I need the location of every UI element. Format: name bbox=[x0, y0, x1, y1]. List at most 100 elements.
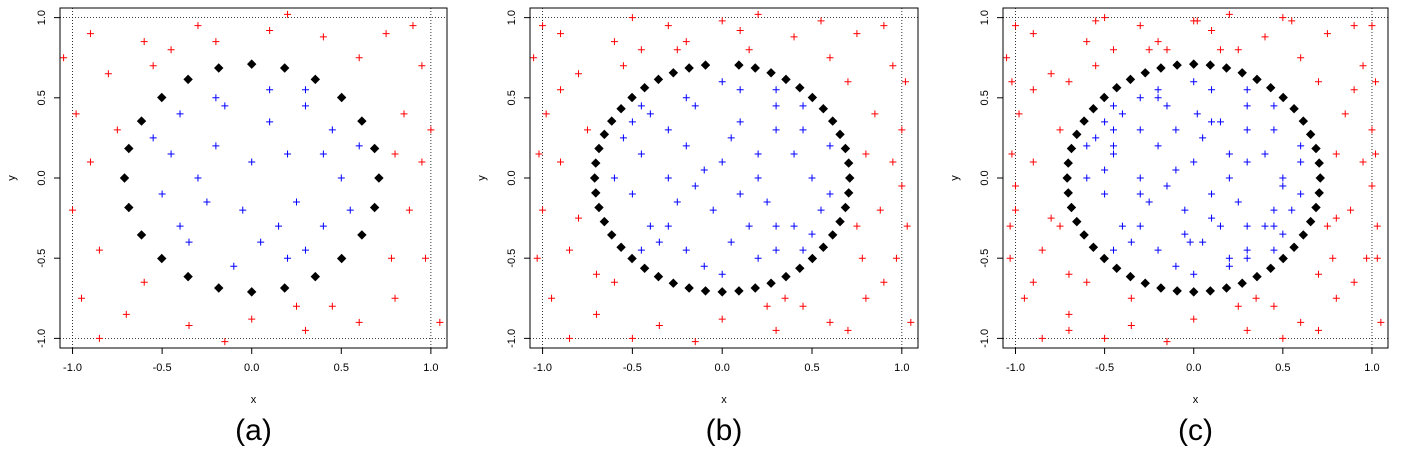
point bbox=[422, 254, 429, 262]
point bbox=[542, 110, 550, 118]
point bbox=[876, 206, 884, 214]
caption: (c) bbox=[1178, 414, 1213, 447]
point bbox=[557, 30, 565, 38]
point bbox=[1199, 134, 1207, 142]
point bbox=[124, 143, 134, 154]
point bbox=[382, 30, 390, 38]
point bbox=[336, 253, 347, 264]
point bbox=[557, 86, 565, 94]
point bbox=[1062, 173, 1072, 183]
x-tick-label: -1.0 bbox=[533, 362, 552, 374]
point bbox=[183, 271, 193, 282]
point bbox=[637, 102, 645, 110]
point bbox=[266, 86, 274, 94]
x-tick-label: -0.5 bbox=[623, 362, 642, 374]
x-axis-label: x bbox=[1193, 394, 1199, 406]
point bbox=[1237, 68, 1247, 78]
point bbox=[369, 143, 380, 154]
point bbox=[566, 334, 574, 342]
point bbox=[668, 278, 679, 288]
point bbox=[1199, 238, 1207, 246]
point bbox=[1029, 158, 1037, 166]
point bbox=[790, 150, 798, 158]
point bbox=[1190, 78, 1198, 86]
point bbox=[1029, 86, 1037, 94]
point bbox=[1083, 38, 1091, 46]
point bbox=[239, 206, 247, 214]
point bbox=[104, 70, 112, 78]
x-tick-label: 0.0 bbox=[1186, 362, 1201, 374]
y-tick-label: -0.5 bbox=[979, 249, 991, 268]
point bbox=[1332, 150, 1340, 158]
point bbox=[843, 158, 854, 168]
point bbox=[1181, 230, 1189, 238]
point bbox=[826, 54, 834, 62]
point bbox=[1136, 222, 1144, 230]
point bbox=[1065, 78, 1073, 86]
point bbox=[1243, 222, 1251, 230]
point bbox=[1065, 310, 1073, 318]
point bbox=[539, 206, 547, 214]
point bbox=[539, 22, 547, 30]
point bbox=[766, 68, 776, 78]
point bbox=[1297, 318, 1305, 326]
point bbox=[60, 54, 68, 62]
point bbox=[1266, 83, 1276, 93]
point bbox=[616, 104, 626, 114]
x-tick-label: -0.5 bbox=[153, 362, 172, 374]
point bbox=[1029, 30, 1037, 38]
point bbox=[1225, 262, 1233, 270]
point bbox=[1329, 254, 1337, 262]
point bbox=[1101, 14, 1109, 22]
point bbox=[1225, 254, 1233, 262]
point bbox=[1063, 158, 1073, 168]
point bbox=[86, 158, 94, 166]
point bbox=[1243, 102, 1251, 110]
y-tick-label: 1.0 bbox=[506, 10, 518, 25]
point bbox=[599, 216, 610, 227]
point bbox=[653, 271, 664, 282]
point bbox=[734, 60, 744, 70]
point bbox=[140, 278, 148, 286]
point bbox=[1110, 246, 1118, 254]
point bbox=[1079, 230, 1089, 240]
point bbox=[301, 86, 309, 94]
point bbox=[1216, 222, 1224, 230]
point bbox=[167, 46, 175, 54]
y-axis-label: y bbox=[6, 175, 18, 181]
point bbox=[655, 322, 663, 330]
point bbox=[1029, 278, 1037, 286]
point bbox=[889, 158, 897, 166]
point bbox=[827, 116, 838, 126]
point bbox=[610, 174, 618, 182]
point bbox=[1314, 270, 1322, 278]
point bbox=[664, 222, 672, 230]
point bbox=[328, 302, 336, 310]
point bbox=[880, 22, 888, 30]
point bbox=[391, 294, 399, 302]
point bbox=[727, 134, 735, 142]
point bbox=[818, 104, 829, 114]
point bbox=[826, 190, 834, 198]
point bbox=[682, 38, 690, 46]
point bbox=[1154, 94, 1162, 102]
point bbox=[781, 271, 791, 282]
point bbox=[1092, 134, 1100, 142]
point bbox=[124, 202, 134, 213]
point bbox=[718, 158, 726, 166]
point bbox=[1056, 126, 1064, 134]
point bbox=[795, 83, 805, 93]
point bbox=[1332, 214, 1340, 222]
point bbox=[736, 26, 744, 34]
point bbox=[405, 206, 413, 214]
point bbox=[808, 230, 816, 238]
point bbox=[1297, 142, 1305, 150]
point bbox=[1270, 222, 1278, 230]
point bbox=[1237, 278, 1247, 288]
x-tick-label: 0.5 bbox=[804, 362, 819, 374]
point bbox=[1011, 182, 1019, 190]
point bbox=[391, 150, 399, 158]
point bbox=[1136, 174, 1144, 182]
